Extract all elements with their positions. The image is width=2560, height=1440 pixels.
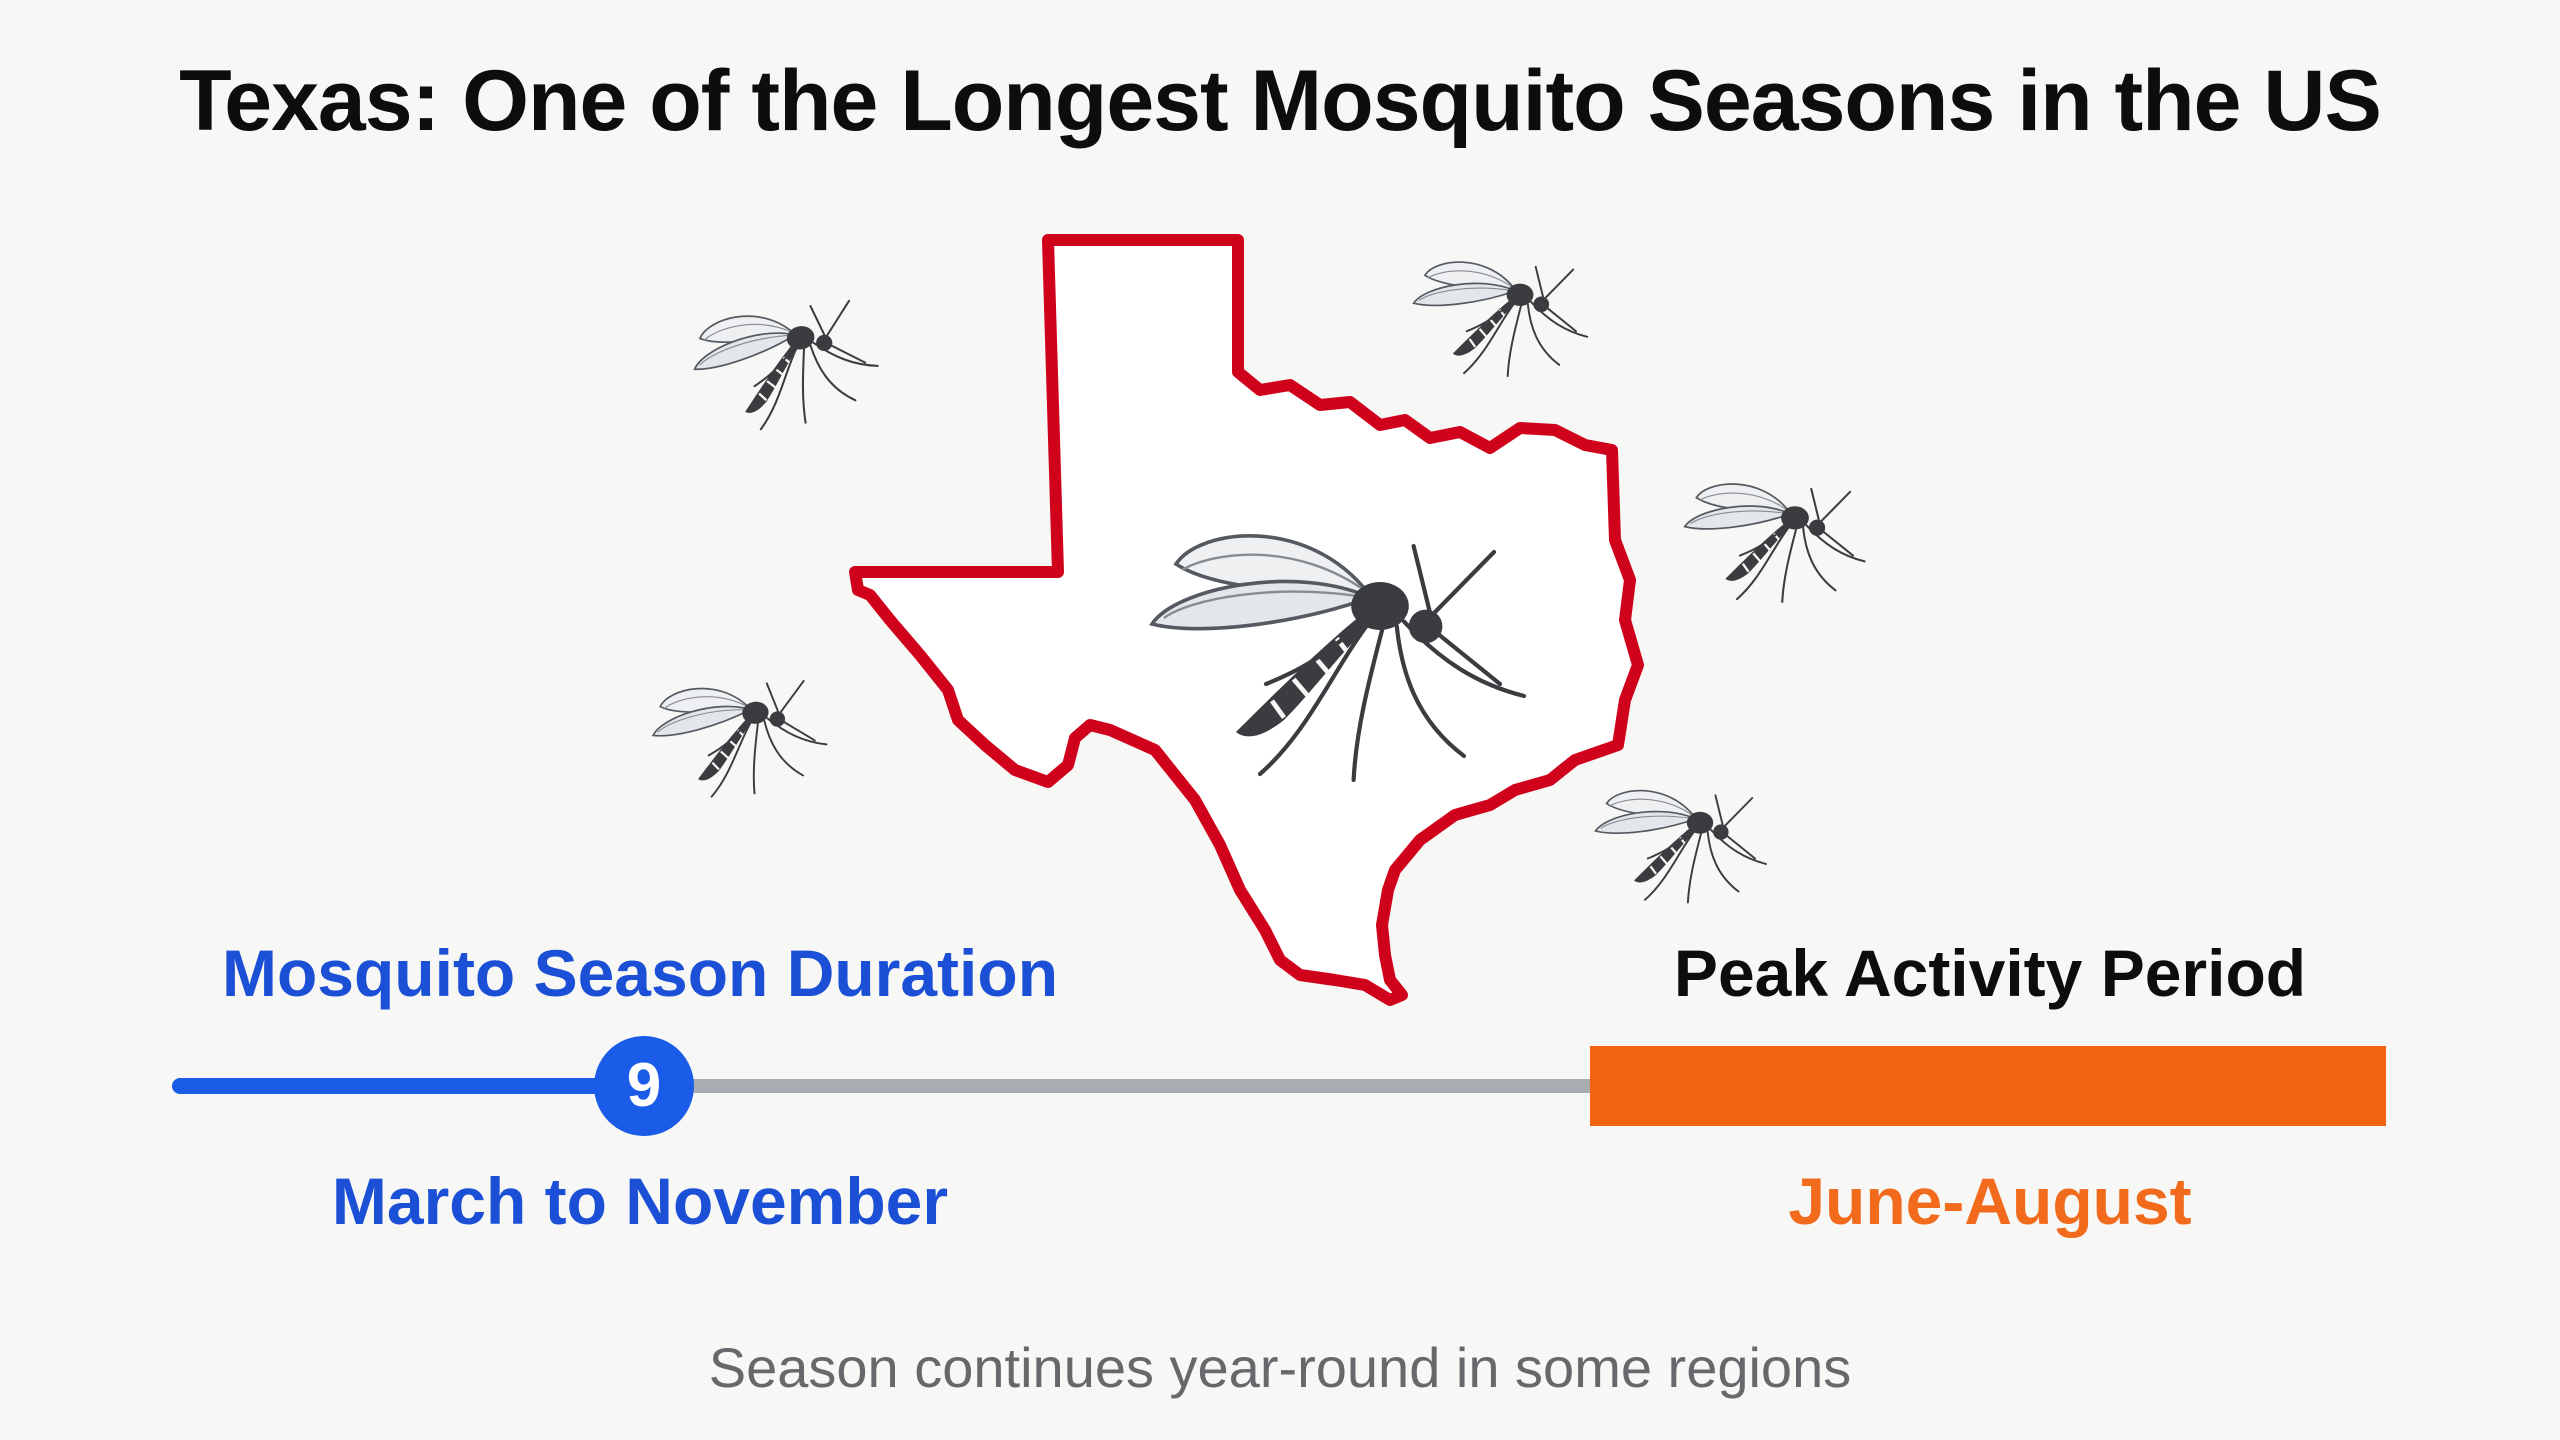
timeline-track bbox=[660, 1079, 1600, 1093]
mosquito-icon-left bbox=[646, 670, 833, 808]
mosquito-icon-bottom-right bbox=[1594, 789, 1768, 904]
peak-activity-heading: Peak Activity Period bbox=[1673, 936, 2307, 1010]
mosquito-icon-top-left bbox=[684, 289, 888, 445]
page-title: Texas: One of the Longest Mosquito Seaso… bbox=[179, 53, 2382, 149]
season-range-label: March to November bbox=[331, 1164, 949, 1238]
footnote: Season continues year-round in some regi… bbox=[708, 1336, 1852, 1399]
peak-activity-bar bbox=[1590, 1046, 2386, 1126]
mosquito-icon-top-right bbox=[1412, 260, 1589, 378]
season-months-badge: 9 bbox=[594, 1036, 694, 1136]
season-duration-bar bbox=[172, 1078, 642, 1094]
mosquito-icon-right bbox=[1683, 482, 1866, 604]
peak-range-label: June-August bbox=[1788, 1164, 2192, 1238]
season-duration-heading: Mosquito Season Duration bbox=[221, 936, 1059, 1010]
